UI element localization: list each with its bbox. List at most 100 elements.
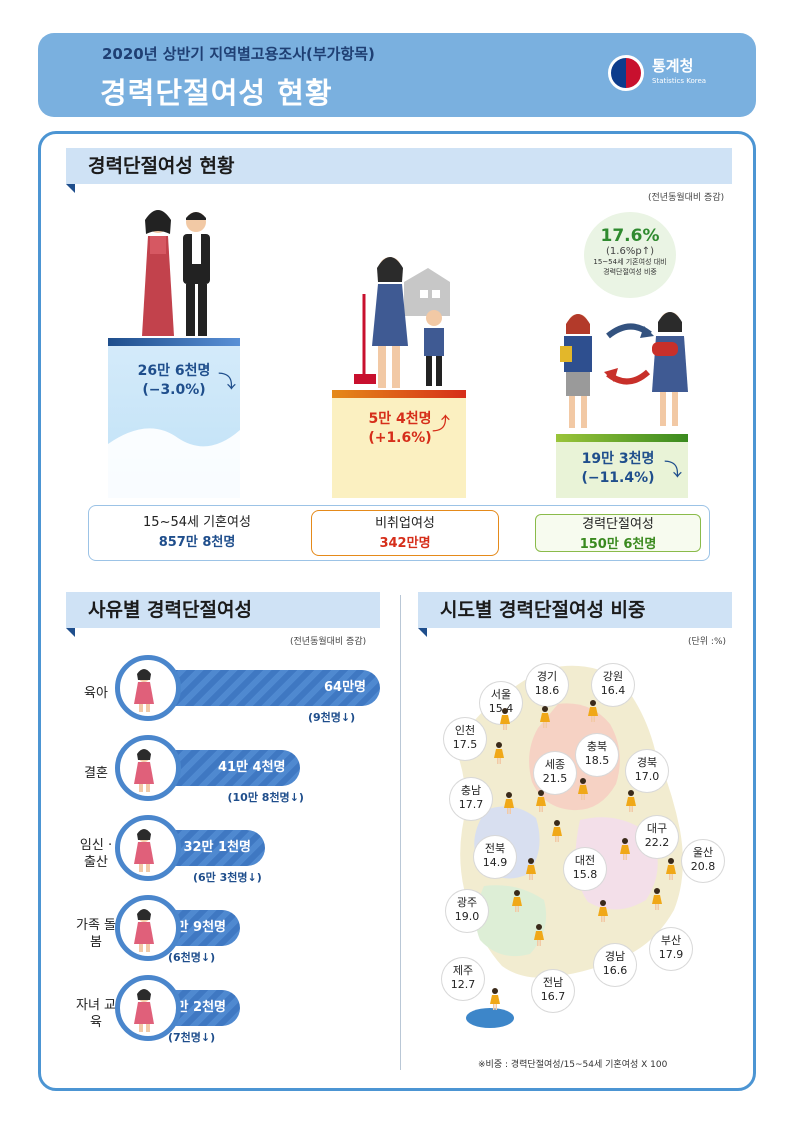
region-name: 경북 [636, 756, 658, 769]
region-name: 제주 [452, 964, 474, 977]
regions-section-title: 시도별 경력단절여성 비중 [418, 592, 732, 637]
nonemployed-change: (+1.6%) [368, 430, 432, 446]
reason-change-value: (6천명 [168, 951, 201, 964]
down-arrow-icon: ↓) [247, 871, 262, 884]
woman-figure-icon [494, 742, 504, 764]
region-bubble: 경남 16.6 [594, 944, 636, 986]
overview-section-title: 경력단절여성 현황 [66, 148, 732, 193]
nonemployed-stat: 5만 4천명 (+1.6%) [350, 410, 450, 448]
down-arrow-icon: ⤵ [664, 460, 682, 481]
reason-figure-icon [115, 815, 181, 881]
married-change: (−3.0%) [142, 382, 206, 398]
region-value: 17.0 [634, 770, 660, 783]
woman-figure-icon [578, 778, 588, 800]
reason-figure-icon [115, 895, 181, 961]
reason-change: (7천명↓) [168, 1029, 215, 1045]
reason-value: 6만 9천명 [167, 920, 227, 935]
woman-figure-icon [500, 708, 510, 730]
married-couple-illustration [142, 210, 210, 336]
reason-label: 임신 · 출산 [79, 838, 113, 870]
logo-name: 통계청 [652, 57, 694, 75]
down-arrow-icon: ↓) [289, 791, 304, 804]
header-banner: 2020년 상반기 지역별고용조사(부가항목) 경력단절여성 현황 통계청 St… [38, 33, 756, 117]
married-pedestal [108, 338, 240, 498]
woman-figure-icon [652, 888, 662, 910]
reason-change: (6만 3천명↓) [193, 869, 262, 885]
woman-figure-icon [598, 900, 608, 922]
region-bubble: 울산 20.8 [682, 840, 724, 882]
region-name: 경남 [604, 950, 626, 963]
region-value: 12.7 [450, 978, 476, 991]
legend-nonemployed-value: 342만명 [379, 536, 431, 551]
region-value: 16.7 [540, 990, 566, 1003]
reason-value: 6만 2천명 [167, 1000, 227, 1015]
reason-label: 결혼 [84, 766, 108, 781]
region-value: 17.7 [458, 798, 484, 811]
header-title: 경력단절여성 현황 [100, 76, 333, 110]
overview-note: (전년동월대비 증감) [648, 193, 725, 203]
up-arrow-icon: ⤴ [432, 414, 450, 435]
nonemployed-pedestal [332, 390, 466, 498]
reason-figure-icon [115, 655, 181, 721]
region-name: 강원 [602, 670, 624, 683]
region-value: 17.5 [452, 738, 478, 751]
woman-figure-icon [588, 700, 598, 722]
region-bubble: 대구 22.2 [636, 816, 678, 858]
career-break-value: 19만 3천명 [581, 451, 655, 467]
region-bubble: 서울 15.4 [480, 682, 522, 724]
down-arrow-icon: ↓) [200, 951, 216, 964]
career-break-change: (−11.4%) [581, 470, 655, 486]
woman-figure-icon [536, 790, 546, 812]
region-name: 대전 [574, 854, 596, 867]
reason-change-value: (10만 8천명 [227, 791, 290, 804]
woman-figure-icon [666, 858, 676, 880]
region-value: 20.8 [690, 860, 716, 873]
region-name: 경기 [536, 670, 558, 683]
region-value: 16.4 [600, 684, 626, 697]
region-value: 17.9 [658, 948, 684, 961]
region-bubble: 부산 17.9 [650, 928, 692, 970]
woman-figure-icon [526, 858, 536, 880]
legend-married-value: 857만 8천명 [158, 535, 236, 550]
region-value: 18.5 [584, 754, 610, 767]
woman-figure-icon [534, 924, 544, 946]
region-name: 서울 [490, 688, 512, 701]
reason-change: (9천명↓) [308, 709, 355, 725]
legend-career-break-label: 경력단절여성 [582, 517, 654, 532]
ratio-change: (1.6%p [606, 246, 642, 257]
woman-figure-icon [552, 820, 562, 842]
region-bubble: 경기 18.6 [526, 664, 568, 706]
statistics-korea-logo: 통계청 Statistics Korea [608, 53, 728, 97]
region-value: 19.0 [454, 910, 480, 923]
region-bubble: 전북 14.9 [474, 836, 516, 878]
logo-english: Statistics Korea [652, 77, 707, 85]
taegeuk-logo-icon [608, 55, 644, 91]
woman-figure-icon [620, 838, 630, 860]
region-bubble: 전남 16.7 [532, 970, 574, 1012]
married-stat: 26만 6천명 (−3.0%) [124, 362, 224, 400]
legend-career-break: 경력단절여성 150만 6천명 [535, 514, 701, 552]
woman-figure-icon [504, 792, 514, 814]
career-break-stat: 19만 3천명 (−11.4%) [568, 450, 668, 488]
ratio-desc2: 경력단절여성 비중 [603, 268, 657, 276]
region-value: 22.2 [644, 836, 670, 849]
region-name: 부산 [660, 934, 682, 947]
reason-bar: 64만명 [150, 670, 380, 706]
region-bubble: 충북 18.5 [576, 734, 618, 776]
region-value: 15.8 [572, 868, 598, 881]
reason-value: 64만명 [323, 680, 366, 695]
region-name: 대구 [646, 822, 668, 835]
region-name: 광주 [456, 896, 478, 909]
homemaker-illustration [354, 257, 450, 388]
reason-value: 32만 1천명 [183, 840, 251, 855]
down-arrow-icon: ↓) [340, 711, 356, 724]
legend-nonemployed-label: 비취업여성 [375, 516, 435, 531]
region-name: 전남 [542, 976, 564, 989]
woman-figure-icon [540, 706, 550, 728]
regions-unit: (단위 :%) [688, 637, 727, 647]
region-name: 세종 [544, 758, 566, 771]
woman-figure-icon [490, 988, 500, 1010]
region-bubble: 제주 12.7 [442, 958, 484, 1000]
nonemployed-value: 5만 4천명 [368, 411, 432, 427]
up-arrow-small-icon: ↑) [641, 246, 654, 257]
